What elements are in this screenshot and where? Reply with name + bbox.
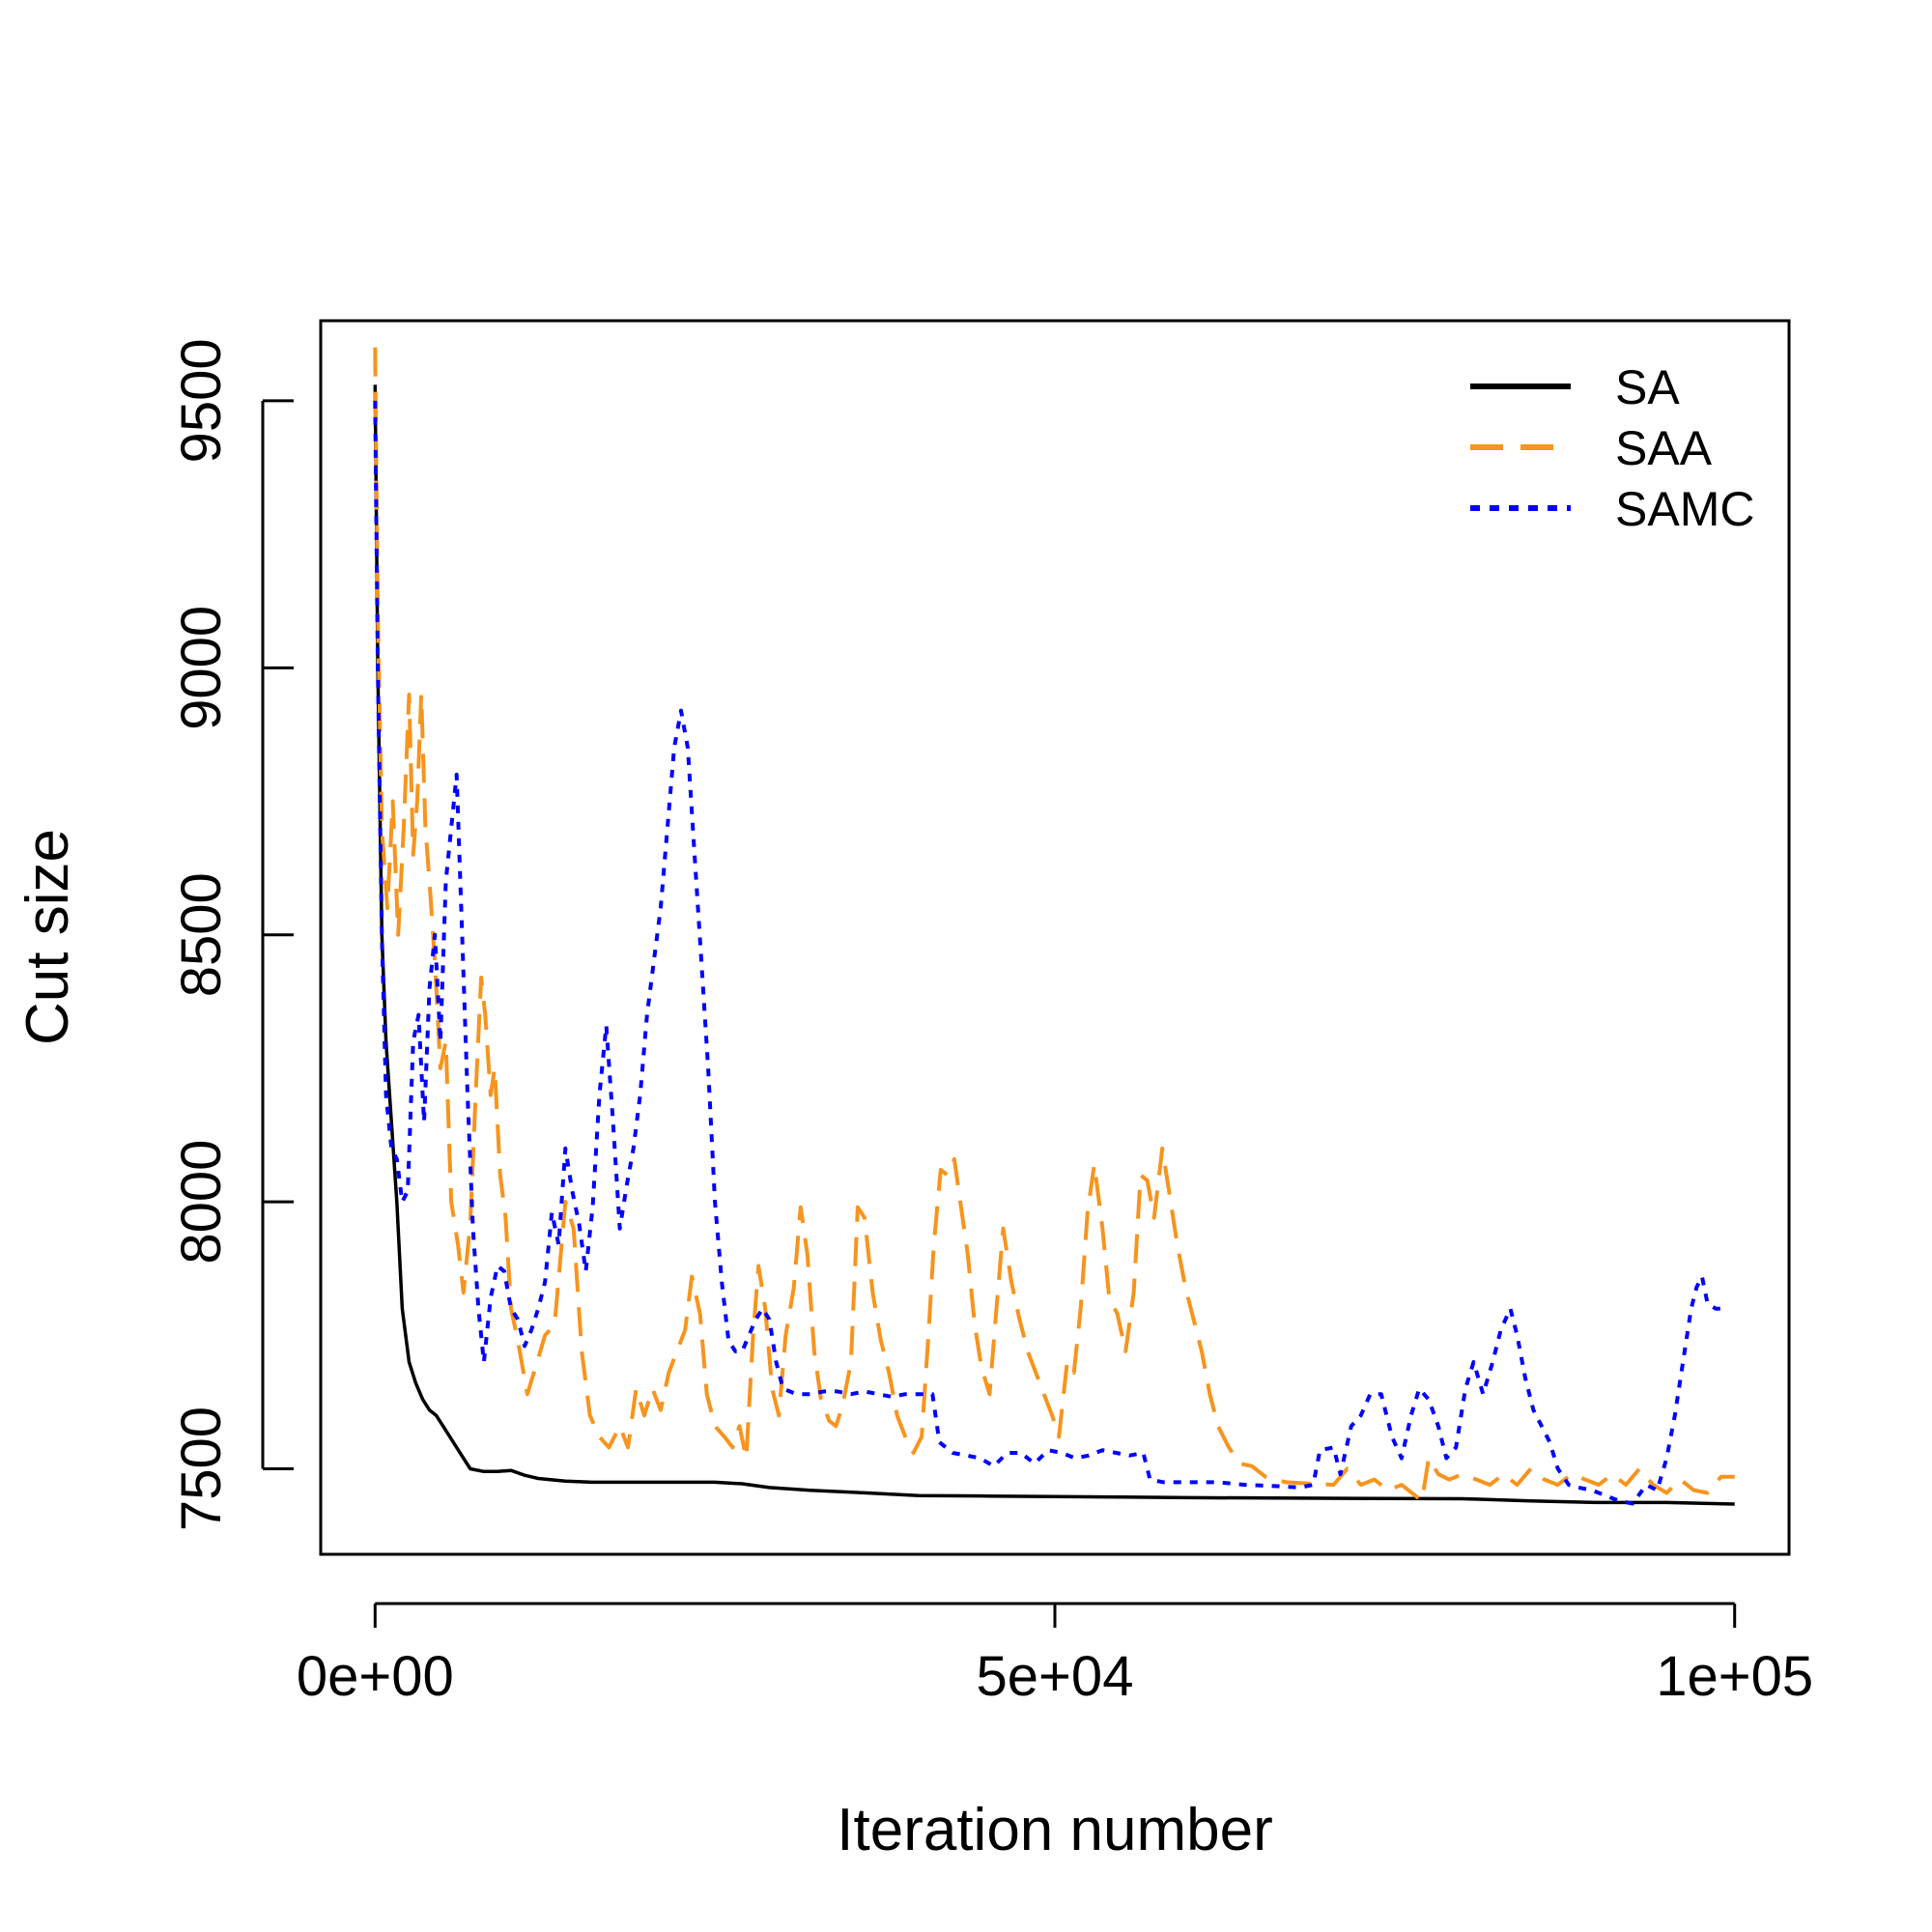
- x-tick-label: 0e+00: [297, 1645, 454, 1708]
- y-tick-label: 9500: [170, 338, 233, 463]
- series-line-samc: [373, 400, 1727, 1506]
- y-tick-label: 8000: [170, 1140, 233, 1264]
- legend: SA SAA SAMC: [1470, 360, 1754, 536]
- y-tick-label: 7500: [170, 1406, 233, 1531]
- x-tick-label: 1e+05: [1656, 1645, 1813, 1708]
- plot-frame: [319, 319, 1791, 1556]
- x-axis: 0e+00 5e+04 1e+05: [297, 1602, 1813, 1708]
- y-tick-label: 8500: [170, 872, 233, 997]
- series-line-saa: [373, 347, 1735, 1503]
- legend-label-sa: SA: [1615, 360, 1680, 414]
- x-axis-title: Iteration number: [837, 1797, 1272, 1863]
- legend-label-samc: SAMC: [1615, 482, 1754, 536]
- x-tick-label: 5e+04: [977, 1645, 1134, 1708]
- series-layer: [373, 347, 1735, 1506]
- y-axis-title: Cut size: [14, 829, 81, 1045]
- y-tick-label: 9000: [170, 606, 233, 730]
- series-line-sa: [373, 384, 1735, 1506]
- y-axis: 7500 8000 8500 9000 9500: [170, 338, 294, 1531]
- legend-label-saa: SAA: [1615, 421, 1713, 475]
